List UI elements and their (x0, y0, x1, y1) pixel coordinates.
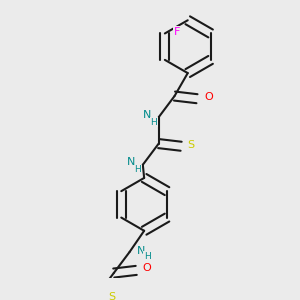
Text: H: H (134, 165, 141, 174)
Text: H: H (150, 118, 157, 127)
Text: N: N (137, 246, 145, 256)
Text: S: S (188, 140, 195, 150)
Text: N: N (143, 110, 152, 120)
Text: S: S (108, 292, 115, 300)
Text: H: H (144, 252, 151, 261)
Text: O: O (142, 263, 151, 273)
Text: N: N (127, 157, 136, 167)
Text: F: F (174, 27, 180, 37)
Text: O: O (204, 92, 213, 102)
